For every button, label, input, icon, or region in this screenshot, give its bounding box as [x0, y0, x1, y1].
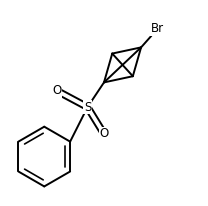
Text: O: O [99, 127, 109, 140]
Text: S: S [84, 101, 91, 114]
Text: O: O [52, 84, 61, 97]
Text: Br: Br [151, 22, 164, 35]
